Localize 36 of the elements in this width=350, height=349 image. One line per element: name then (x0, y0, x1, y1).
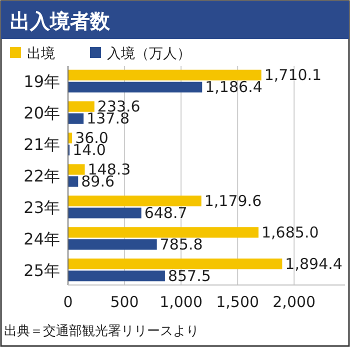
bar (68, 208, 142, 218)
y-tick-label: 24年 (24, 229, 60, 248)
source-note: 出典＝交通部観光署リリースより (4, 323, 199, 339)
y-tick-label: 21年 (24, 135, 60, 154)
y-tick-label: 22年 (24, 166, 60, 186)
bar (68, 270, 165, 282)
y-tick-label: 20年 (24, 104, 60, 123)
y-tick-label: 25年 (24, 260, 60, 280)
bar (68, 239, 157, 250)
data-label: 1,685.0 (262, 223, 319, 242)
chart-title: 出入境者数 (10, 9, 111, 33)
data-label: 1,179.6 (204, 192, 262, 210)
data-label: 785.8 (160, 235, 203, 254)
bar (68, 227, 259, 238)
x-tick-label: 1,500 (216, 293, 260, 311)
bar (68, 258, 282, 270)
data-label: 857.5 (168, 266, 211, 285)
bar (68, 196, 202, 206)
y-tick-label: 23年 (24, 198, 60, 217)
legend-label: 入境（万人） (107, 46, 191, 62)
bar (68, 70, 262, 80)
bar (68, 82, 202, 92)
bar (68, 164, 85, 175)
x-tick-label: 2,000 (272, 293, 316, 311)
bar (68, 101, 94, 112)
x-tick-label: 0 (63, 293, 73, 311)
data-label: 1,710.1 (264, 66, 322, 84)
data-label: 1,186.4 (205, 78, 262, 96)
y-tick-label: 19年 (24, 72, 60, 92)
x-tick-label: 500 (110, 293, 139, 311)
bar (68, 176, 78, 187)
data-label: 648.7 (144, 204, 188, 222)
data-label: 1,894.4 (285, 254, 342, 273)
legend-label: 出境 (27, 46, 55, 62)
bar (68, 113, 84, 124)
x-tick-label: 1,000 (160, 293, 203, 311)
